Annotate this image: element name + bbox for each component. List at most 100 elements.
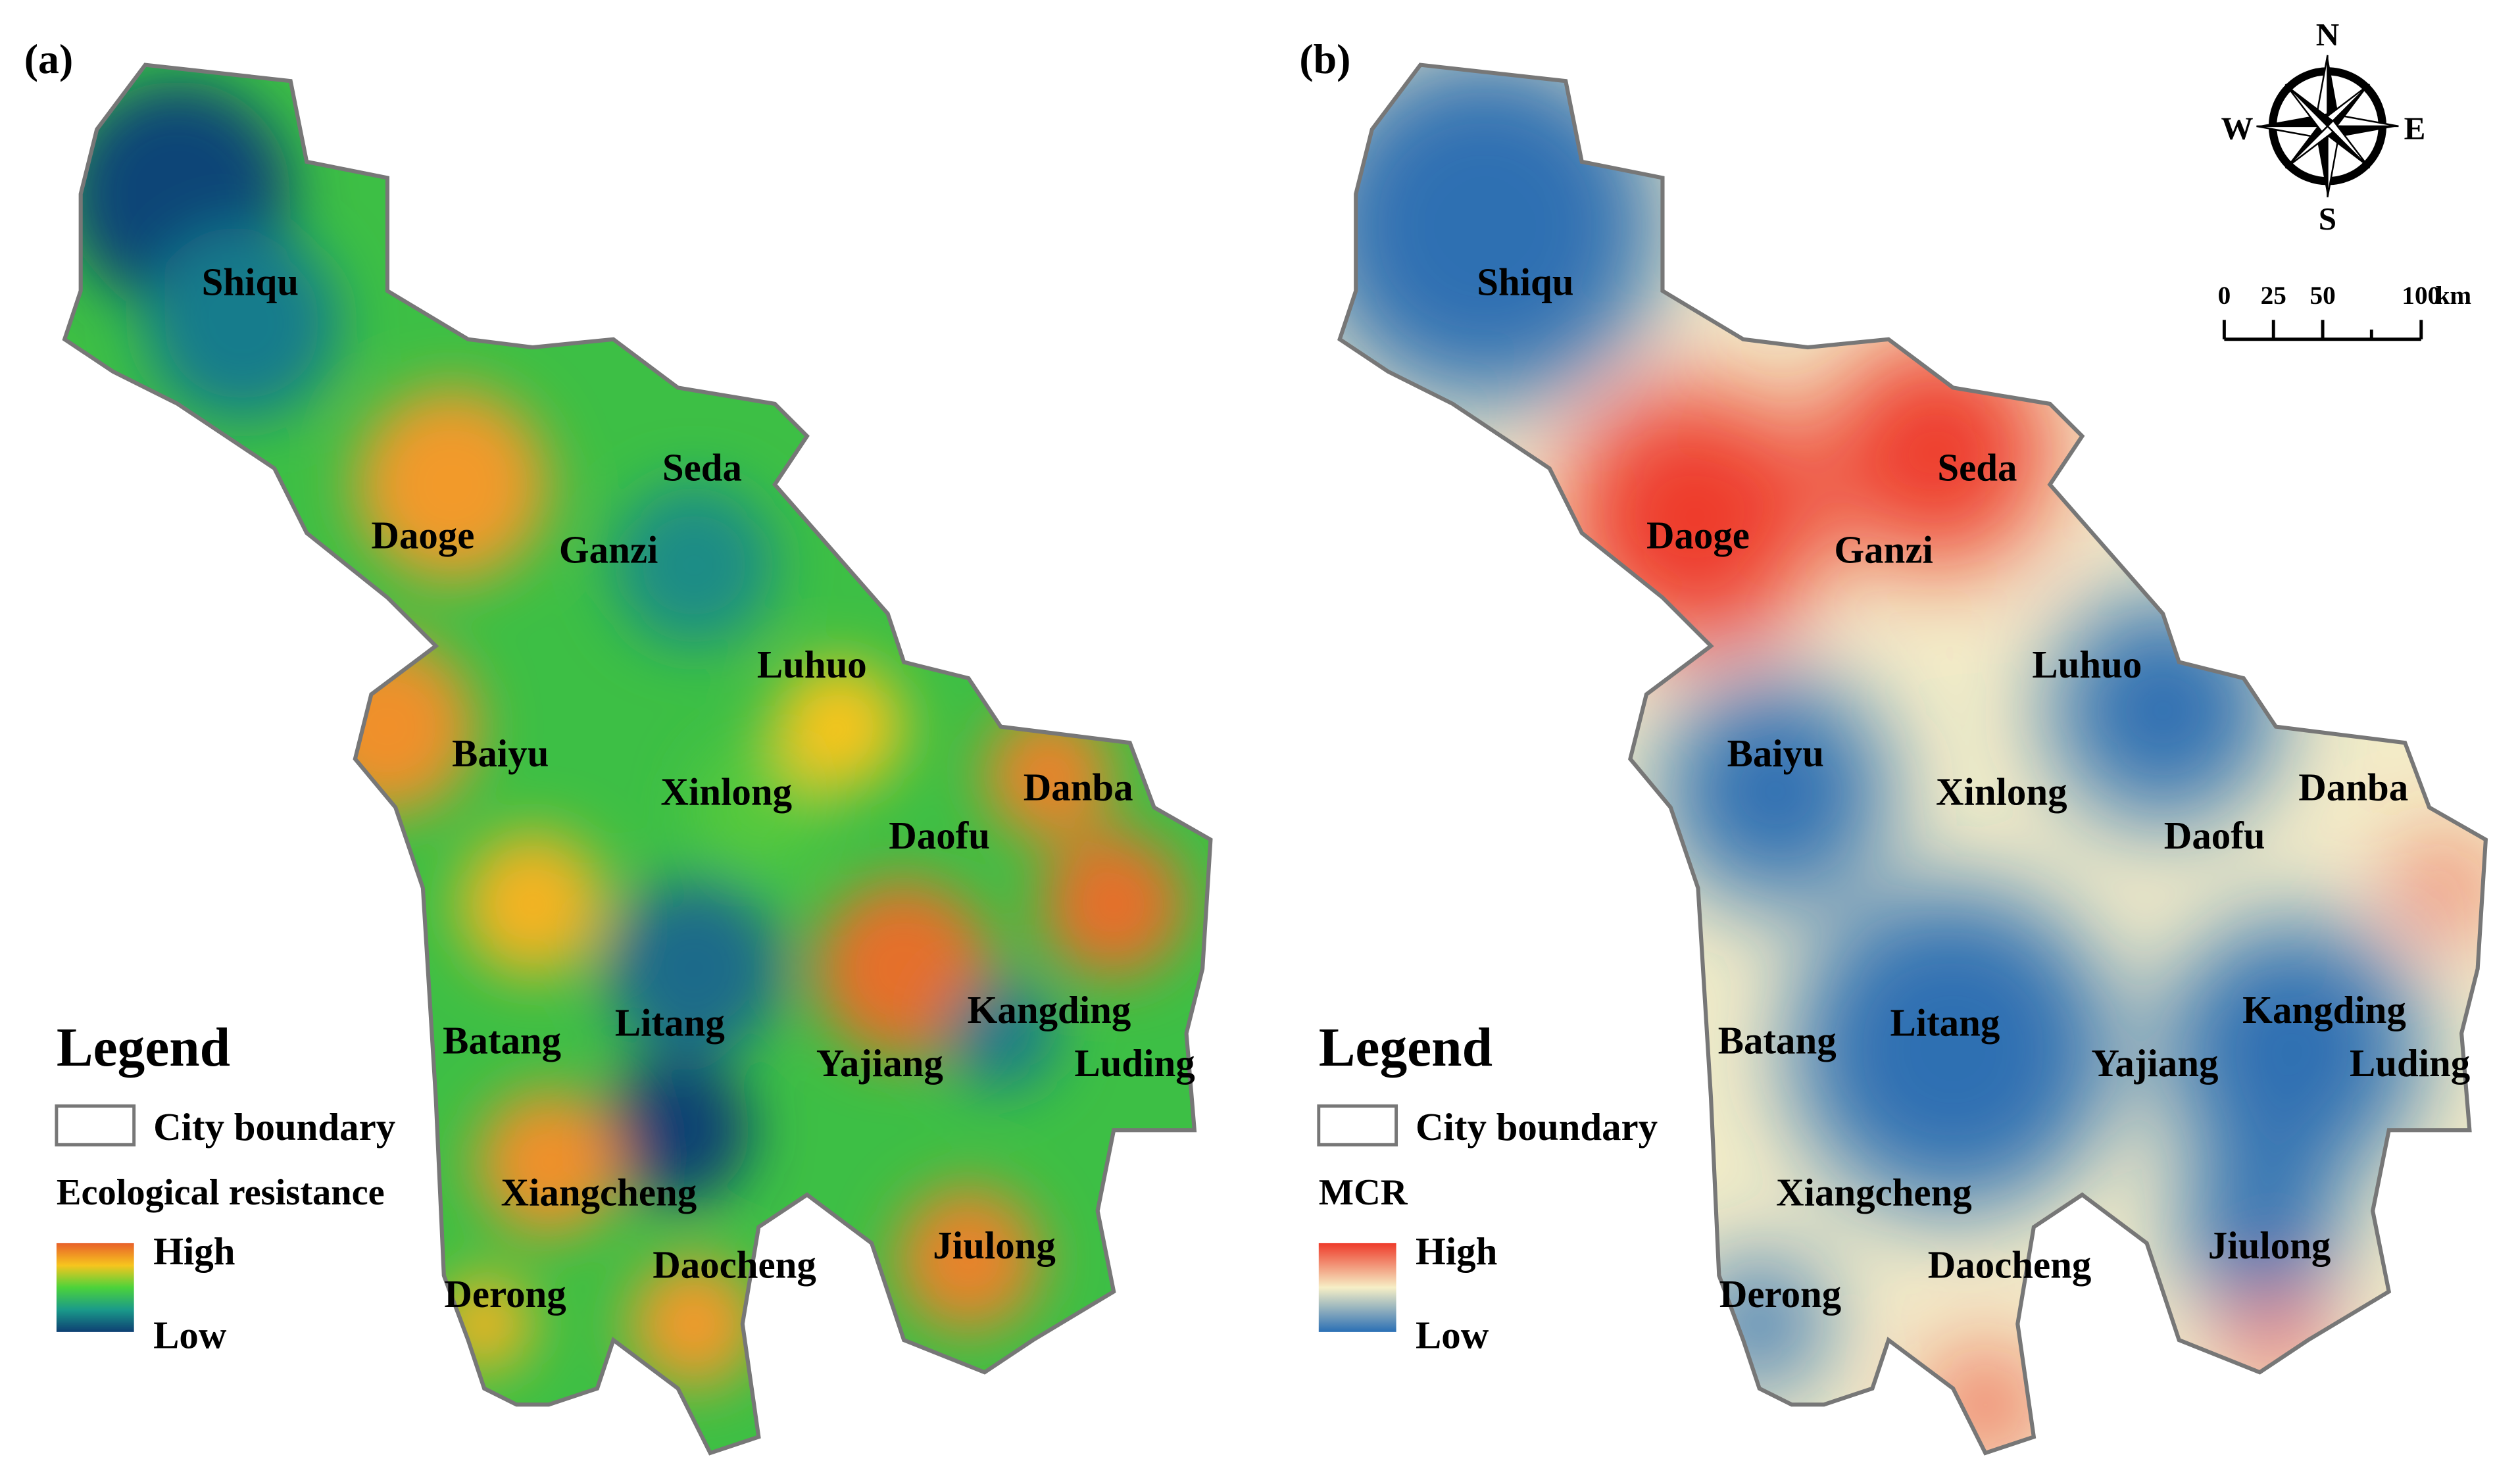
- city-label: Batang: [443, 1020, 561, 1062]
- city-label: Batang: [1718, 1020, 1837, 1062]
- city-label: Xiangcheng: [1776, 1171, 1972, 1214]
- blob: [2050, 597, 2276, 824]
- city-label: Daoge: [1646, 514, 1750, 557]
- blob: [605, 879, 783, 1058]
- city-label: Yajiang: [816, 1042, 943, 1085]
- compass-n: N: [2316, 16, 2339, 53]
- city-label: Derong: [1719, 1273, 1841, 1316]
- blob: [1041, 831, 1187, 977]
- city-label: Kangding: [968, 989, 1131, 1031]
- blob: [145, 226, 339, 420]
- compass-e: E: [2404, 110, 2426, 146]
- city-label: Luhuo: [757, 643, 867, 686]
- blob: [694, 743, 824, 872]
- legend-title: Legend: [1319, 1018, 1493, 1078]
- city-label: Baiyu: [1727, 732, 1824, 775]
- region-boundary: [1337, 62, 2488, 1456]
- city-label: Litang: [615, 1002, 725, 1045]
- blob: [2405, 847, 2486, 929]
- city-label: Luhuo: [2032, 643, 2142, 686]
- city-label: Daoge: [371, 514, 474, 557]
- legend-title: Legend: [57, 1018, 230, 1078]
- legend-high: High: [1416, 1230, 1497, 1273]
- compass-point: [2285, 120, 2328, 168]
- blob: [2179, 1146, 2341, 1308]
- legend-ramp: [56, 1243, 134, 1332]
- surface-blobs: [64, 81, 1187, 1389]
- surface: [64, 64, 1211, 1453]
- compass-s: S: [2319, 201, 2336, 237]
- city-label: Xinlong: [1936, 771, 2067, 814]
- map-panel: (a) Shiqu Seda Daoge Ganzi Luhuo Baiyu Xinlong D…: [24, 36, 1213, 1456]
- city-label: Jiulong: [933, 1224, 1056, 1267]
- city-label: Litang: [1890, 1002, 2000, 1045]
- blob: [1791, 888, 2115, 1211]
- city-label: Jiulong: [2208, 1224, 2331, 1267]
- blob: [605, 1057, 751, 1203]
- city-label: Luding: [1074, 1042, 1195, 1085]
- legend-boundary-label: City boundary: [1416, 1106, 1658, 1149]
- city-label: Daofu: [889, 814, 990, 857]
- legend-ramp: [1318, 1243, 1396, 1332]
- blob: [355, 387, 549, 581]
- blob: [774, 662, 904, 791]
- city-label: Shiqu: [202, 260, 299, 303]
- city-label: Daofu: [2164, 814, 2265, 857]
- legend-boundary-swatch: [1317, 1104, 1398, 1147]
- city-label: Danba: [2298, 766, 2408, 808]
- compass-point: [2284, 125, 2334, 169]
- compass-point: [2284, 84, 2329, 134]
- surface-base: [64, 64, 1211, 1453]
- compass-point: [2326, 119, 2371, 169]
- blob: [298, 637, 476, 816]
- legend-high: High: [153, 1230, 235, 1273]
- legend-variable: MCR: [1319, 1172, 1408, 1213]
- city-label: Xinlong: [660, 771, 792, 814]
- city-label: Danba: [1024, 766, 1133, 808]
- legend-boundary-swatch: [55, 1104, 136, 1147]
- city-label: Xiangcheng: [501, 1171, 697, 1214]
- blob: [1662, 678, 1888, 904]
- city-label: Ganzi: [559, 529, 658, 572]
- legend-boundary-label: City boundary: [153, 1106, 395, 1149]
- legend-low: Low: [153, 1314, 227, 1356]
- blob: [895, 1187, 1041, 1332]
- scale-unit: km: [2436, 282, 2472, 310]
- compass: N S E W: [2221, 16, 2425, 237]
- compass-w: W: [2221, 110, 2253, 146]
- compass-point: [2327, 84, 2370, 132]
- blob: [630, 1259, 759, 1389]
- city-label: Ganzi: [1834, 529, 1933, 572]
- map-panel: (b) Shiqu Seda Daoge Ganzi Luhuo Baiyu Xinlong D…: [1299, 36, 2488, 1456]
- blob: [613, 484, 775, 646]
- legend-low: Low: [1416, 1314, 1489, 1356]
- blob: [1937, 1356, 2034, 1453]
- blob: [460, 831, 606, 977]
- city-label: Yajiang: [2091, 1042, 2218, 1085]
- city-label: Daocheng: [1928, 1244, 2092, 1287]
- compass-point: [2285, 84, 2334, 126]
- scale-tick-label: 0: [2218, 282, 2231, 310]
- city-label: Seda: [662, 446, 742, 489]
- city-label: Luding: [2350, 1042, 2470, 1085]
- city-label: Kangding: [2242, 989, 2406, 1031]
- city-label: Seda: [1937, 446, 2017, 489]
- city-label: Baiyu: [452, 732, 549, 775]
- city-label: Daocheng: [653, 1244, 816, 1287]
- scale-tick-label: 100: [2402, 282, 2440, 310]
- blob: [2163, 920, 2421, 1179]
- city-label: Shiqu: [1477, 260, 1573, 303]
- blob: [944, 977, 1058, 1090]
- blob: [476, 1089, 622, 1235]
- compass-point: [2321, 126, 2370, 168]
- panel-tag: (b): [1299, 36, 1350, 82]
- blob: [984, 710, 1114, 840]
- city-label: Derong: [444, 1273, 566, 1316]
- blob: [1339, 64, 1663, 404]
- legend-variable: Ecological resistance: [57, 1172, 385, 1213]
- panel-tag: (a): [24, 36, 73, 82]
- region-boundary: [62, 62, 1213, 1456]
